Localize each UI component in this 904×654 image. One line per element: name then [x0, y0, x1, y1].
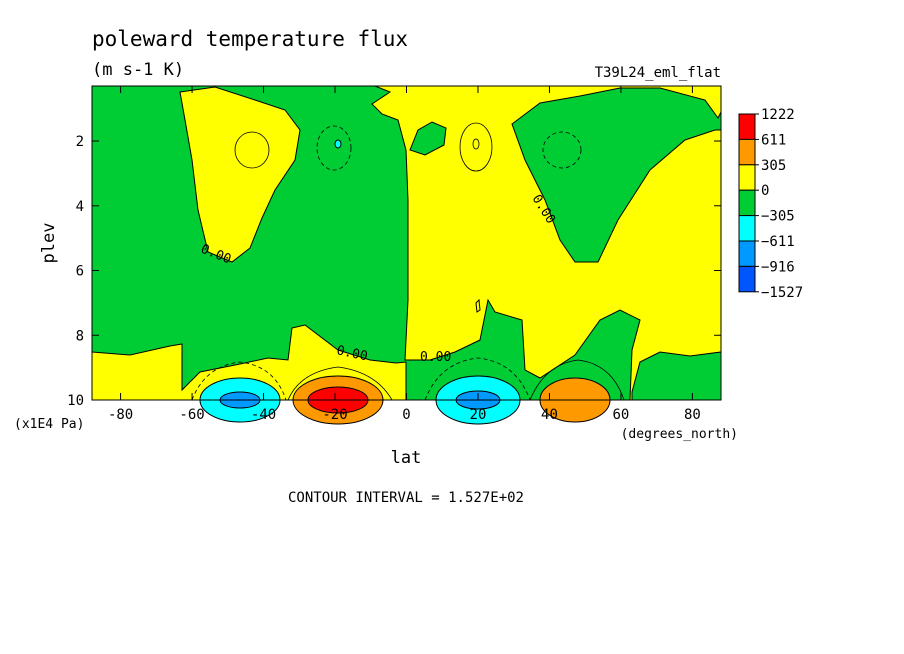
contour-negative-upper-right — [542, 131, 582, 169]
y-axis: 2 4 6 8 10 — [67, 134, 721, 409]
contour-sh-outer-negative — [191, 361, 287, 401]
plot-area: 0.00 0.00 0.00 0.00 — [91, 85, 722, 425]
run-label: T39L24_eml_flat — [595, 65, 721, 81]
contour-label: 0.00 — [335, 343, 369, 364]
x-tick-label: 60 — [613, 407, 630, 423]
island-nh-bottom — [631, 351, 722, 401]
y-tick-label: 6 — [76, 264, 84, 280]
colorbar-label: 0 — [761, 183, 769, 199]
colorbar-swatch — [738, 138, 756, 166]
contour-label: 0.00 — [420, 350, 451, 365]
colorbar-swatch — [738, 189, 756, 217]
cell-upper-cyan — [334, 139, 342, 149]
island-equator-left — [409, 121, 447, 156]
colorbar-swatch — [738, 265, 756, 293]
region-sh-upper-positive — [179, 86, 301, 263]
contour-positive-upper-left — [234, 131, 270, 169]
chart-units: (m s-1 K) — [92, 60, 184, 80]
x-tick-label: -80 — [108, 407, 133, 423]
colorbar-swatch — [738, 113, 756, 140]
colorbar: 1222 611 305 0 −305 −611 −916 −1527 — [738, 107, 803, 301]
colorbar-label: 1222 — [761, 107, 795, 123]
chart-title: poleward temperature flux — [92, 27, 408, 51]
y-tick-label: 8 — [76, 328, 84, 344]
colorbar-label: 611 — [761, 132, 786, 148]
colorbar-label: −305 — [761, 209, 795, 225]
colorbar-label: −611 — [761, 234, 795, 250]
x-tick-label: -20 — [322, 407, 347, 423]
colorbar-swatch — [738, 164, 756, 191]
colorbar-label: −1527 — [761, 285, 803, 301]
x-tick-label: -40 — [251, 407, 276, 423]
x-axis-units: (degrees_north) — [621, 427, 738, 442]
colorbar-swatch — [738, 240, 756, 267]
contour-nh-outer-negative — [424, 357, 531, 401]
x-tick-label: 0 — [402, 407, 410, 423]
contour-positive-upper-right — [459, 122, 493, 172]
x-axis: -80 -60 -40 -20 0 20 40 60 80 — [108, 86, 701, 423]
y-tick-label: 4 — [76, 199, 84, 215]
y-axis-label: plev — [39, 223, 59, 264]
y-tick-label: 2 — [76, 134, 84, 150]
contour-lines — [191, 122, 625, 401]
region-central-positive — [371, 85, 722, 401]
colorbar-label: −916 — [761, 259, 795, 275]
region-small-cell — [475, 298, 481, 313]
x-tick-label: 20 — [470, 407, 487, 423]
contour-peak-upper-right — [472, 138, 480, 150]
y-axis-units: (x1E4 Pa) — [14, 417, 84, 432]
contour-sh-outer-positive — [287, 366, 393, 401]
colorbar-swatch — [738, 215, 756, 242]
y-tick-label: 10 — [67, 393, 84, 409]
x-tick-label: -60 — [179, 407, 204, 423]
contour-nh-outer-positive — [529, 359, 625, 401]
contour-negative-upper-left — [316, 125, 352, 171]
x-axis-label: lat — [391, 448, 422, 468]
x-tick-label: 80 — [684, 407, 701, 423]
contour-interval-note: CONTOUR INTERVAL = 1.527E+02 — [288, 490, 524, 506]
colorbar-label: 305 — [761, 158, 786, 174]
x-tick-label: 40 — [541, 407, 558, 423]
